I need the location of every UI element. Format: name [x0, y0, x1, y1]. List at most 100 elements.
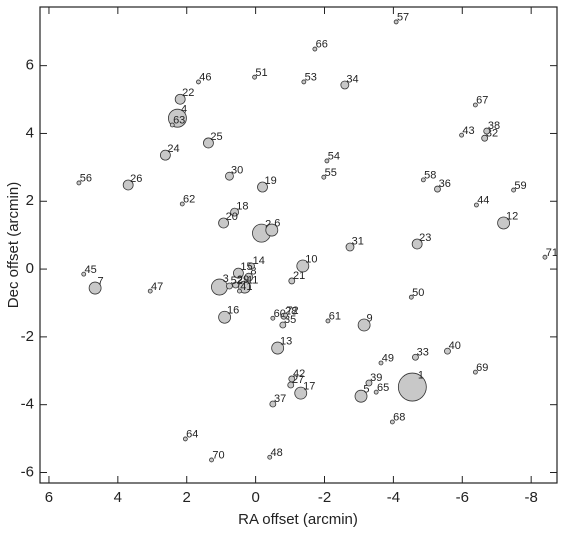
point [209, 457, 214, 463]
point-label: 10 [305, 253, 317, 265]
point-label: 58 [424, 170, 436, 182]
point [481, 134, 489, 142]
point [174, 93, 186, 105]
point-label: 2 [265, 219, 271, 231]
point-label: 72 [286, 305, 298, 317]
point-label: 40 [449, 340, 461, 352]
point [279, 321, 287, 329]
point [269, 400, 277, 408]
point [312, 46, 318, 52]
point [324, 158, 330, 164]
point-label: 22 [182, 87, 194, 99]
point-label: 60 [274, 308, 286, 320]
point-label: 61 [329, 311, 341, 323]
y-tick-label: -2 [21, 328, 34, 345]
point [378, 360, 384, 366]
point-label: 1 [418, 370, 424, 382]
point [182, 436, 188, 442]
point-label: 21 [293, 270, 305, 282]
point-label: 68 [393, 412, 405, 424]
point [283, 312, 288, 318]
y-tick-label: 6 [26, 57, 34, 74]
point [288, 375, 296, 383]
point-label: 49 [382, 353, 394, 365]
point-label: 66 [316, 39, 328, 51]
point [179, 201, 185, 207]
point [444, 347, 451, 355]
point-label: 38 [488, 120, 500, 132]
point-label: 18 [236, 201, 248, 213]
point-label: 15 [240, 261, 252, 273]
point-label: 28 [285, 305, 297, 317]
point-label: 7 [98, 275, 104, 287]
point [248, 262, 255, 270]
point-label: 46 [199, 72, 211, 84]
point [225, 171, 234, 181]
point [230, 207, 240, 217]
point-label: 43 [462, 125, 474, 137]
point [238, 280, 251, 294]
point-label: 24 [167, 143, 179, 155]
point [542, 254, 548, 260]
point-label: 44 [477, 195, 489, 207]
point-label: 19 [265, 175, 277, 187]
point [393, 19, 399, 25]
x-tick-label: -6 [456, 489, 469, 506]
point [389, 419, 395, 425]
point-label: 67 [476, 95, 488, 107]
point [411, 238, 423, 250]
point [267, 454, 273, 460]
x-axis-label: RA offset (arcmin) [238, 511, 358, 528]
point [511, 187, 517, 193]
x-tick-label: 6 [45, 489, 53, 506]
point-label: 71 [546, 247, 558, 259]
point [321, 174, 327, 180]
point-label: 5 [363, 384, 369, 396]
point-label: 69 [476, 362, 488, 374]
point [271, 341, 285, 355]
point-label: 33 [417, 346, 429, 358]
point [459, 132, 464, 138]
point-label: 30 [231, 165, 243, 177]
point [196, 79, 201, 85]
x-tick-label: 4 [114, 489, 122, 506]
point-label: 31 [352, 236, 364, 248]
point-label: 47 [151, 281, 163, 293]
point-label: 64 [186, 429, 198, 441]
point [218, 217, 229, 229]
point-label: 16 [227, 305, 239, 317]
point-label: 23 [419, 232, 431, 244]
y-tick-label: 4 [26, 124, 34, 141]
point-label: 6 [274, 217, 280, 229]
point [354, 389, 368, 403]
point-label: 59 [514, 180, 526, 192]
point [296, 259, 310, 273]
point-label: 4 [181, 104, 187, 116]
point [357, 318, 371, 332]
point [244, 272, 254, 282]
point [159, 149, 171, 161]
point-label: 11 [247, 274, 258, 286]
point [265, 223, 279, 237]
point-label: 50 [412, 287, 424, 299]
point-label: 62 [183, 194, 195, 206]
point-label: 8 [250, 266, 256, 278]
point-label: 12 [506, 210, 518, 222]
point-label: 25 [210, 131, 222, 143]
point [169, 122, 175, 128]
point-label: 57 [397, 12, 409, 24]
y-tick-label: 2 [26, 192, 34, 209]
point-label: 56 [80, 173, 92, 185]
point [340, 80, 350, 90]
point-label: 3 [223, 273, 229, 285]
x-tick-label: -4 [387, 489, 400, 506]
point [472, 102, 478, 108]
y-axis-label: Dec offset (arcmin) [5, 182, 22, 308]
point [294, 386, 308, 400]
plot-frame [39, 6, 558, 484]
point [237, 288, 242, 294]
point-label: 27 [292, 374, 304, 386]
x-tick-label: 0 [251, 489, 259, 506]
point [483, 127, 491, 135]
